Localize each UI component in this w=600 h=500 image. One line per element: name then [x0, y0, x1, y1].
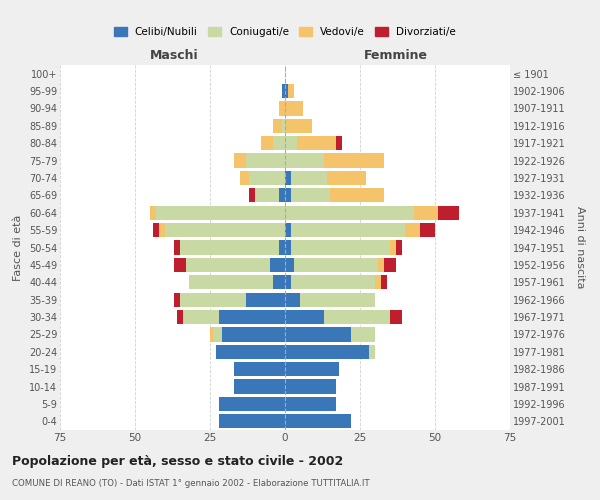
Bar	[285, 136, 297, 150]
Bar	[246, 154, 285, 168]
Bar	[420, 223, 435, 237]
Bar	[414, 206, 438, 220]
Bar	[153, 223, 159, 237]
Bar	[183, 310, 219, 324]
Bar	[165, 223, 285, 237]
Text: Popolazione per età, sesso e stato civile - 2002: Popolazione per età, sesso e stato civil…	[12, 455, 343, 468]
Text: Femmine: Femmine	[364, 48, 428, 62]
Bar	[249, 171, 285, 185]
Text: Maschi: Maschi	[149, 48, 199, 62]
Bar	[216, 344, 285, 359]
Bar	[180, 240, 279, 254]
Bar	[285, 258, 294, 272]
Text: COMUNE DI REANO (TO) - Dati ISTAT 1° gennaio 2002 - Elaborazione TUTTITALIA.IT: COMUNE DI REANO (TO) - Dati ISTAT 1° gen…	[12, 479, 370, 488]
Bar	[327, 171, 366, 185]
Bar	[300, 292, 375, 307]
Bar	[390, 240, 396, 254]
Bar	[285, 275, 291, 289]
Bar	[291, 188, 330, 202]
Bar	[174, 240, 180, 254]
Bar	[213, 328, 222, 342]
Bar	[405, 223, 420, 237]
Bar	[330, 188, 384, 202]
Bar	[288, 84, 294, 98]
Bar	[273, 118, 282, 133]
Bar	[189, 275, 273, 289]
Bar	[219, 310, 285, 324]
Bar	[285, 380, 336, 394]
Bar	[279, 188, 285, 202]
Bar	[234, 154, 246, 168]
Bar	[384, 258, 396, 272]
Bar	[174, 292, 180, 307]
Bar	[285, 206, 414, 220]
Bar	[285, 344, 369, 359]
Bar	[285, 397, 336, 411]
Bar	[378, 258, 384, 272]
Bar	[438, 206, 459, 220]
Bar	[285, 292, 300, 307]
Bar	[219, 414, 285, 428]
Bar	[270, 258, 285, 272]
Bar	[285, 154, 324, 168]
Legend: Celibi/Nubili, Coniugati/e, Vedovi/e, Divorziati/e: Celibi/Nubili, Coniugati/e, Vedovi/e, Di…	[110, 23, 460, 42]
Y-axis label: Anni di nascita: Anni di nascita	[575, 206, 585, 289]
Bar	[240, 171, 249, 185]
Bar	[234, 362, 285, 376]
Bar	[150, 206, 156, 220]
Bar	[180, 292, 246, 307]
Bar	[222, 328, 285, 342]
Bar	[291, 240, 390, 254]
Bar	[381, 275, 387, 289]
Bar	[390, 310, 402, 324]
Bar	[291, 275, 375, 289]
Bar	[282, 118, 285, 133]
Bar	[375, 275, 381, 289]
Y-axis label: Fasce di età: Fasce di età	[13, 214, 23, 280]
Bar	[285, 362, 339, 376]
Bar	[210, 328, 213, 342]
Bar	[285, 171, 291, 185]
Bar	[351, 328, 375, 342]
Bar	[219, 397, 285, 411]
Bar	[177, 310, 183, 324]
Bar	[285, 328, 351, 342]
Bar	[159, 223, 165, 237]
Bar	[297, 136, 336, 150]
Bar	[261, 136, 273, 150]
Bar	[285, 310, 324, 324]
Bar	[273, 136, 285, 150]
Bar	[324, 154, 384, 168]
Bar	[324, 310, 390, 324]
Bar	[369, 344, 375, 359]
Bar	[294, 258, 378, 272]
Bar	[174, 258, 186, 272]
Bar	[279, 102, 285, 116]
Bar	[336, 136, 342, 150]
Bar	[291, 171, 327, 185]
Bar	[285, 84, 288, 98]
Bar	[186, 258, 270, 272]
Bar	[285, 188, 291, 202]
Bar	[285, 240, 291, 254]
Bar	[285, 223, 291, 237]
Bar	[234, 380, 285, 394]
Bar	[246, 292, 285, 307]
Bar	[249, 188, 255, 202]
Bar	[285, 102, 303, 116]
Bar	[279, 240, 285, 254]
Bar	[396, 240, 402, 254]
Bar	[291, 223, 405, 237]
Bar	[285, 118, 312, 133]
Bar	[255, 188, 279, 202]
Bar	[156, 206, 285, 220]
Bar	[273, 275, 285, 289]
Bar	[282, 84, 285, 98]
Bar	[285, 414, 351, 428]
